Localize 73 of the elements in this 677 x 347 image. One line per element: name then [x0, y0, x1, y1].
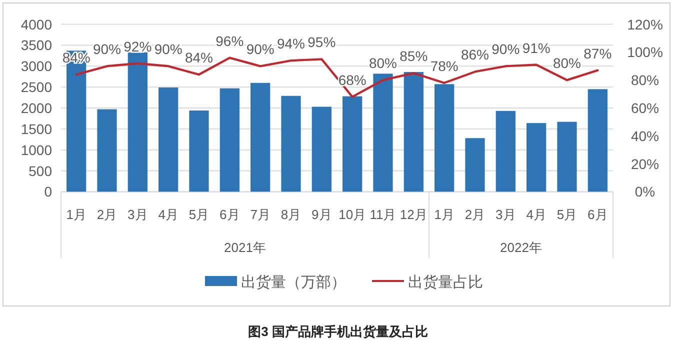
x-tick-label: 12月: [400, 207, 428, 222]
data-label: 78%: [430, 58, 458, 74]
x-tick-label: 2月: [464, 207, 486, 222]
bar: [342, 96, 362, 192]
x-tick-label: 4月: [526, 207, 546, 222]
data-label: 94%: [276, 36, 306, 52]
y-tick-label: 1000: [20, 142, 52, 158]
bar: [158, 87, 178, 192]
data-label: 68%: [338, 72, 366, 88]
x-tick-label: 1月: [434, 207, 454, 222]
text: 2021年: [224, 240, 266, 255]
x-tick-label: 6月: [588, 207, 608, 222]
data-label: 80%: [368, 55, 398, 72]
y2-tick-label: 40%: [630, 128, 660, 144]
y-tick-label: 4000: [20, 16, 52, 32]
data-label: 92%: [124, 38, 152, 54]
data-label: 90%: [92, 41, 122, 58]
bar: [250, 82, 270, 192]
y2-tick-label: 0%: [634, 184, 656, 200]
y-tick-label: 500: [28, 162, 52, 179]
y2-tick-label: 60%: [630, 100, 660, 116]
x-tick-label: 11月: [370, 207, 396, 222]
x-tick-label: 1月: [66, 207, 86, 222]
y-tick-label: 3500: [20, 37, 52, 54]
bar: [557, 122, 577, 192]
data-label: 90%: [492, 41, 520, 58]
y2-tick-label: 20%: [630, 156, 660, 172]
bar: [526, 123, 546, 192]
bar: [189, 110, 209, 192]
y-tick-label: 3000: [20, 58, 52, 74]
bar: [220, 88, 240, 192]
y-tick-label: 0: [44, 184, 52, 200]
data-label: 90%: [246, 41, 274, 58]
bar: [404, 72, 424, 192]
bar: [373, 74, 393, 192]
x-tick-label: 6月: [220, 207, 240, 222]
data-label: 85%: [400, 48, 428, 64]
bar: [465, 138, 485, 192]
bar: [588, 89, 608, 192]
text: 2022年: [500, 240, 542, 255]
data-label: 84%: [184, 50, 214, 66]
data-label: 90%: [154, 41, 182, 58]
x-tick-label: 10月: [338, 207, 366, 222]
data-label: 95%: [308, 34, 336, 50]
x-tick-label: 8月: [280, 207, 302, 222]
x-tick-label: 9月: [312, 207, 332, 222]
y-tick-label: 1500: [20, 120, 52, 137]
data-label: 96%: [216, 32, 244, 49]
x-tick-label: 7月: [250, 207, 270, 222]
data-label: 86%: [460, 46, 490, 63]
x-tick-label: 5月: [188, 207, 210, 222]
y2-tick-label: 120%: [627, 16, 663, 32]
bar: [312, 106, 332, 192]
legend-label: 出货量（万部）: [241, 274, 346, 291]
y2-tick-label: 80%: [630, 72, 660, 88]
y2-tick-label: 100%: [627, 44, 663, 60]
x-tick-label: 3月: [496, 207, 516, 222]
bar: [128, 52, 148, 192]
y-tick-label: 2500: [20, 79, 52, 96]
text: 图3 国产品牌手机出货量及占比: [248, 324, 428, 339]
legend-label: 出货量占比: [408, 274, 483, 291]
x-tick-label: 4月: [158, 207, 178, 222]
data-label: 87%: [584, 45, 612, 62]
x-tick-label: 5月: [556, 207, 578, 222]
bar: [434, 84, 454, 192]
bar: [496, 110, 516, 192]
y-tick-label: 2000: [20, 100, 52, 116]
bar: [97, 109, 117, 192]
bar: [281, 96, 301, 192]
x-tick-label: 3月: [128, 207, 148, 222]
data-label: 91%: [522, 40, 550, 56]
x-tick-label: 2月: [96, 207, 118, 222]
data-label: 80%: [552, 55, 582, 72]
